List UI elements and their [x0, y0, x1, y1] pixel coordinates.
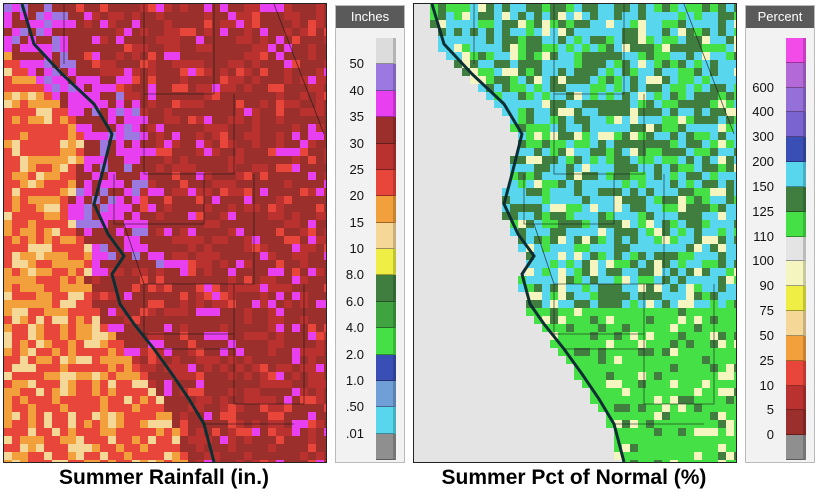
- legend-swatch: [786, 87, 806, 113]
- legend-swatch: [376, 380, 396, 408]
- legend-swatch: [786, 62, 806, 88]
- legend-label: 6.0: [345, 293, 364, 309]
- legend-label: 75: [759, 303, 774, 319]
- legend-swatch: [786, 211, 806, 237]
- legend-label: 110: [753, 228, 774, 244]
- legend-swatch: [786, 236, 806, 262]
- legend-swatch: [376, 117, 396, 144]
- legend-label: 2.0: [345, 346, 364, 362]
- percent-legend: Percent 600 400 300 200 150 125 110 100 90 75 50 25…: [745, 5, 815, 463]
- percent-map-coastline: [430, 4, 626, 462]
- rainfall-map-coastline: [20, 4, 216, 462]
- legend-swatch: [786, 261, 806, 287]
- percent-legend-title: Percent: [746, 6, 814, 28]
- legend-swatch: [376, 354, 396, 381]
- legend-label: 200: [752, 154, 774, 170]
- legend-swatch: [376, 433, 396, 460]
- legend-swatch: [376, 64, 396, 91]
- legend-label: 30: [349, 135, 364, 151]
- legend-swatch: [376, 143, 396, 170]
- legend-label: .01: [345, 425, 364, 441]
- legend-swatch: [376, 407, 396, 434]
- percent-legend-scale: [786, 38, 806, 460]
- legend-label: 600: [752, 79, 774, 95]
- legend-label: 90: [759, 278, 774, 294]
- legend-label: 50: [349, 56, 364, 72]
- legend-label: 8.0: [345, 267, 364, 283]
- legend-swatch: [376, 222, 396, 249]
- percent-map-caption: Summer Pct of Normal (%): [441, 466, 707, 489]
- legend-swatch: [786, 410, 806, 436]
- legend-label: 10: [759, 377, 774, 393]
- legend-swatch: [786, 311, 806, 336]
- legend-label: 5: [766, 402, 774, 418]
- legend-swatch: [786, 335, 806, 361]
- legend-swatch: [376, 90, 396, 118]
- legend-swatch: [376, 169, 396, 197]
- legend-label: 150: [752, 178, 774, 194]
- legend-label: 4.0: [345, 320, 364, 336]
- legend-swatch: [376, 38, 396, 65]
- legend-label: 20: [349, 188, 364, 204]
- legend-swatch: [376, 249, 396, 276]
- legend-label: 25: [759, 352, 774, 368]
- legend-swatch: [786, 385, 806, 411]
- legend-swatch: [376, 196, 396, 223]
- legend-swatch: [786, 162, 806, 187]
- legend-swatch: [376, 275, 396, 302]
- legend-label: 25: [349, 161, 364, 177]
- legend-label: 300: [752, 129, 774, 145]
- rainfall-legend-scale: [376, 38, 396, 460]
- rainfall-map-county-lines: [63, 4, 325, 425]
- rainfall-map-cells: [4, 4, 326, 462]
- rainfall-map: [3, 3, 327, 463]
- legend-label: 100: [752, 253, 774, 269]
- rainfall-legend: Inches 50 40 35 30 25 20 15 10 8.0 6.0 4.0 2.0 1.0 .5…: [335, 5, 405, 463]
- legend-swatch: [786, 38, 806, 63]
- legend-swatch: [786, 186, 806, 212]
- legend-label: .50: [345, 399, 364, 415]
- legend-label: 0: [766, 427, 774, 443]
- legend-label: 10: [349, 241, 364, 256]
- rainfall-legend-title: Inches: [336, 6, 404, 28]
- legend-swatch: [786, 360, 806, 386]
- rainfall-map-caption: Summer Rainfall (in.): [58, 466, 270, 489]
- legend-swatch: [786, 286, 806, 312]
- legend-label: 40: [349, 82, 364, 98]
- legend-label: 1.0: [345, 372, 364, 388]
- legend-swatch: [786, 435, 806, 460]
- legend-swatch: [786, 112, 806, 138]
- percent-map-county-lines: [473, 4, 735, 425]
- legend-swatch: [376, 328, 396, 355]
- legend-label: 35: [349, 109, 364, 125]
- percent-of-normal-map: [413, 3, 737, 463]
- legend-swatch: [786, 137, 806, 163]
- legend-label: 125: [752, 203, 774, 219]
- legend-label: 400: [752, 104, 774, 120]
- legend-label: 50: [759, 327, 774, 343]
- legend-swatch: [376, 301, 396, 329]
- legend-label: 15: [349, 214, 364, 230]
